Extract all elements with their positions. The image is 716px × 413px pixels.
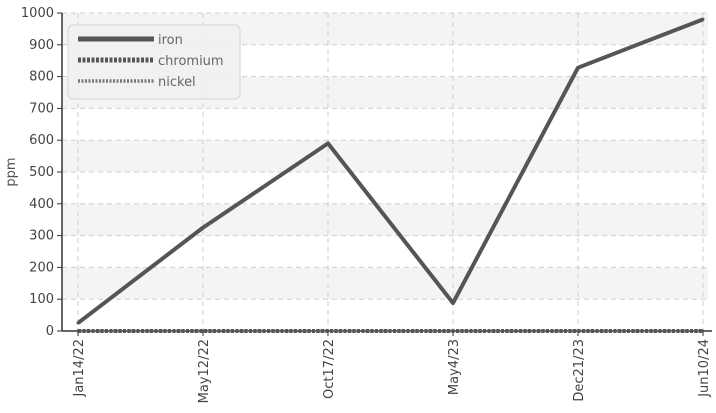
data-point-iron	[326, 141, 330, 145]
data-point-chromium	[201, 329, 205, 333]
y-tick-label: 100	[29, 292, 54, 307]
data-point-iron	[201, 226, 205, 230]
data-point-chromium	[326, 329, 330, 333]
y-tick-label: 200	[29, 260, 54, 275]
data-point-chromium	[76, 329, 80, 333]
legend: iron chromium nickel	[67, 24, 241, 100]
plot-band	[62, 267, 708, 300]
x-tick-label: Dec21/23	[572, 339, 587, 402]
x-tick-label: Oct17/22	[322, 339, 337, 399]
y-axis-label: ppm	[4, 157, 19, 186]
data-point-iron	[701, 17, 705, 21]
plot-band	[62, 140, 708, 172]
y-tick-label: 900	[29, 38, 54, 53]
data-point-chromium	[576, 329, 580, 333]
x-tick-labels: Jan14/22 May12/22 Oct17/22 May4/23 Dec21/23 J…	[72, 339, 712, 403]
legend-label-nickel: nickel	[158, 75, 196, 90]
grid-lines	[62, 12, 708, 331]
legend-label-chromium: chromium	[158, 54, 224, 69]
data-point-chromium	[451, 329, 455, 333]
y-tick-label: 500	[29, 165, 54, 180]
data-point-chromium	[701, 329, 705, 333]
x-tick-label: Jan14/22	[72, 339, 87, 398]
data-point-iron	[76, 321, 80, 325]
plot-band	[62, 203, 708, 236]
y-tick-label: 400	[29, 197, 54, 212]
data-point-iron	[451, 301, 455, 305]
legend-label-iron: iron	[158, 33, 183, 48]
data-point-iron	[576, 66, 580, 70]
y-tick-label: 600	[29, 133, 54, 148]
y-tick-label: 1000	[21, 6, 54, 21]
x-tick-label: Jun10/24	[697, 339, 712, 398]
series-lines	[76, 17, 705, 333]
y-tick-label: 700	[29, 101, 54, 116]
y-tick-label: 800	[29, 70, 54, 85]
x-tick-label: May4/23	[447, 339, 462, 395]
y-tick-label: 300	[29, 229, 54, 244]
x-tick-label: May12/22	[197, 339, 212, 403]
y-tick-label: 0	[46, 324, 54, 339]
series-line-iron	[76, 17, 704, 325]
y-tick-labels: 0 100 200 300 400 500 600 700 800 900 1000	[21, 6, 54, 339]
